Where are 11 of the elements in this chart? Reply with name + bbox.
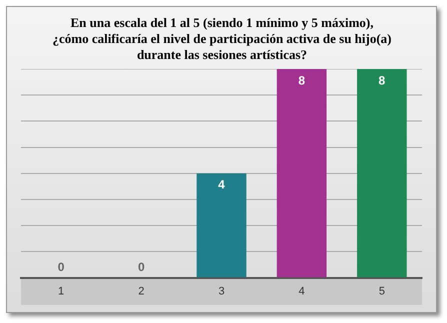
- x-tick-label: 5: [378, 285, 385, 298]
- data-label: 4: [218, 178, 226, 192]
- data-label: 8: [378, 73, 386, 88]
- x-tick-label: 4: [298, 285, 305, 298]
- x-tick-label: 2: [138, 285, 144, 298]
- x-tick-label: 1: [58, 285, 64, 298]
- x-tick-label: 3: [218, 285, 225, 298]
- chart-title: En una escala del 1 al 5 (siendo 1 mínimo y 5 máximo), ¿cómo calificaría el nivel de participación activa de su hijo(a) durante las sesiones artísticas?: [52, 15, 392, 63]
- data-label: 0: [138, 260, 145, 274]
- data-label: 0: [58, 260, 65, 274]
- data-label: 8: [298, 73, 306, 88]
